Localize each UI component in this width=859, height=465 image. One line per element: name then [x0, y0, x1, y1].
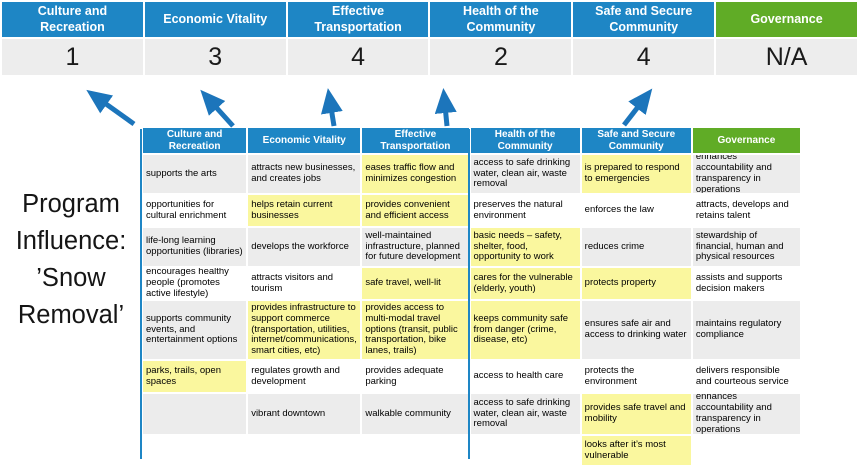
scoreboard-header: Culture and Recreation	[2, 2, 143, 37]
scoreboard: Culture and Recreation 1 Economic Vitality…	[2, 2, 857, 75]
scoreboard-header: Effective Transportation	[287, 2, 429, 37]
scoreboard-header: Safe and Secure Community	[573, 2, 715, 37]
scoreboard-header: Economic Vitality	[144, 2, 286, 37]
matrix-cell: provides access to multi-modal travel op…	[362, 301, 469, 359]
matrix-column-header: Governance	[692, 128, 800, 153]
matrix-cell: enhances accountability and transparency…	[692, 394, 800, 434]
program-title-line: ’Snow	[36, 264, 106, 292]
matrix-column-header: Economic Vitality	[248, 128, 361, 153]
influence-matrix: Culture and Recreation Economic Vitality E…	[143, 128, 800, 465]
scoreboard-column: Safe and Secure Community 4	[573, 2, 715, 75]
matrix-cell: stewardship of financial, human and phys…	[692, 228, 800, 266]
scoreboard-column: Health of the Community 2	[430, 2, 572, 75]
scoreboard-column: Culture and Recreation 1	[2, 2, 143, 75]
matrix-cell: maintains regulatory compliance	[692, 301, 800, 359]
up-arrow-transportation	[321, 88, 343, 127]
scoreboard-score: 1	[2, 39, 143, 75]
matrix-cell: provides adequate parking	[362, 361, 469, 392]
matrix-cell: reduces crime	[581, 228, 691, 266]
matrix-cell: protects property	[581, 268, 691, 299]
matrix-cell: ensures safe air and access to drinking …	[581, 301, 691, 359]
matrix-cell: life-long learning opportunities (librar…	[143, 228, 247, 266]
program-title-line: Program	[22, 190, 120, 218]
matrix-cell	[470, 436, 580, 465]
matrix-cell: develops the workforce	[248, 228, 361, 266]
matrix-cell: basic needs – safety, shelter, food, opp…	[470, 228, 580, 266]
matrix-cell: vibrant downtown	[248, 394, 361, 434]
scoreboard-score: 4	[573, 39, 715, 75]
scoreboard-score: 2	[430, 39, 572, 75]
scoreboard-score: 3	[144, 39, 286, 75]
matrix-column-header: Culture and Recreation	[143, 128, 247, 153]
matrix-cell: attracts new businesses, and creates job…	[248, 155, 361, 193]
matrix-cell: encourages healthy people (promotes acti…	[143, 268, 247, 299]
scoreboard-column: Governance N/A	[716, 2, 857, 75]
matrix-cell: delivers responsible and courteous servi…	[692, 361, 800, 392]
matrix-middle-accent-line	[468, 129, 470, 459]
matrix-cell	[248, 436, 361, 465]
program-title: Program Influence: ’Snow Removal’	[2, 186, 140, 334]
scoreboard-column: Economic Vitality 3	[144, 2, 286, 75]
matrix-cell: protects the environment	[581, 361, 691, 392]
up-arrow-culture	[86, 89, 136, 127]
matrix-left-accent-line	[140, 129, 142, 459]
up-arrow-safe	[622, 88, 653, 127]
matrix-cell: helps retain current businesses	[248, 195, 361, 226]
matrix-cell: access to health care	[470, 361, 580, 392]
scoreboard-header: Health of the Community	[430, 2, 572, 37]
scoreboard-header: Governance	[716, 2, 857, 37]
matrix-column-header: Effective Transportation	[362, 128, 469, 153]
matrix-cell	[143, 394, 247, 434]
scoreboard-column: Effective Transportation 4	[287, 2, 429, 75]
matrix-cell: eases traffic flow and minimizes congest…	[362, 155, 469, 193]
matrix-cell: assists and supports decision makers	[692, 268, 800, 299]
matrix-cell: enhances accountability and transparency…	[692, 155, 800, 193]
matrix-cell: supports community events, and entertain…	[143, 301, 247, 359]
scoreboard-score: N/A	[716, 39, 857, 75]
matrix-cell: provides convenient and efficient access	[362, 195, 469, 226]
matrix-cell: access to safe drinking water, clean air…	[470, 394, 580, 434]
matrix-cell: attracts, develops and retains talent	[692, 195, 800, 226]
matrix-cell: cares for the vulnerable (elderly, youth…	[470, 268, 580, 299]
matrix-cell: opportunities for cultural enrichment	[143, 195, 247, 226]
matrix-cell	[143, 436, 247, 465]
matrix-cell: access to safe drinking water, clean air…	[470, 155, 580, 193]
matrix-cell: walkable community	[362, 394, 469, 434]
matrix-cell: keeps community safe from danger (crime,…	[470, 301, 580, 359]
matrix-cell: regulates growth and development	[248, 361, 361, 392]
matrix-cell: attracts visitors and tourism	[248, 268, 361, 299]
matrix-cell	[692, 436, 800, 465]
matrix-cell: safe travel, well-lit	[362, 268, 469, 299]
matrix-cell: preserves the natural environment	[470, 195, 580, 226]
up-arrow-health	[434, 88, 457, 127]
matrix-cell: provides infrastructure to support comme…	[248, 301, 361, 359]
matrix-cell: is prepared to respond to emergencies	[581, 155, 691, 193]
matrix-column-header: Safe and Secure Community	[581, 128, 691, 153]
matrix-cell	[362, 436, 469, 465]
program-title-line: Removal’	[17, 301, 125, 329]
matrix-cell: supports the arts	[143, 155, 247, 193]
scoreboard-score: 4	[287, 39, 429, 75]
matrix-cell: parks, trails, open spaces	[143, 361, 247, 392]
matrix-cell: well-maintained infrastructure, planned …	[362, 228, 469, 266]
matrix-cell: provides safe travel and mobility	[581, 394, 691, 434]
up-arrow-economic	[200, 89, 235, 128]
matrix-cell: enforces the law	[581, 195, 691, 226]
program-title-line: Influence:	[15, 227, 127, 255]
matrix-column-header: Health of the Community	[470, 128, 580, 153]
matrix-cell: looks after it’s most vulnerable	[581, 436, 691, 465]
